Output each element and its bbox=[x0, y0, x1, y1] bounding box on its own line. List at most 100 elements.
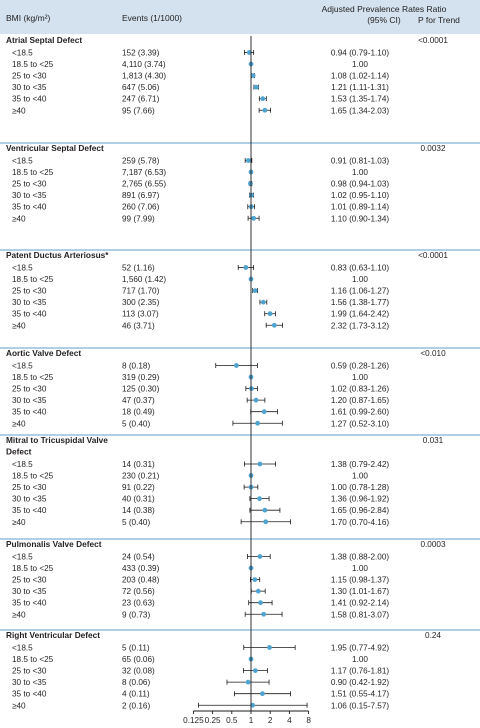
ratio-column-header-ci: (95% CI) bbox=[367, 15, 401, 25]
bmi-category-label: 30 to <35 bbox=[12, 495, 47, 504]
ratio-ci-label: 1.65 (1.34-2.03) bbox=[331, 106, 390, 115]
bmi-category-label: 35 to <40 bbox=[12, 310, 47, 319]
events-value: 260 (7.06) bbox=[122, 203, 160, 212]
ratio-point bbox=[255, 420, 261, 426]
ratio-point bbox=[252, 577, 258, 582]
events-value: 4 (0.11) bbox=[122, 690, 150, 699]
ratio-point bbox=[262, 507, 268, 513]
bmi-category-label: 35 to <40 bbox=[12, 408, 47, 417]
ratio-point bbox=[243, 265, 249, 270]
events-value: 5 (0.40) bbox=[122, 518, 150, 527]
ratio-ci-label: 1.65 (0.96-2.84) bbox=[331, 506, 390, 515]
bmi-category-label: 25 to <30 bbox=[12, 483, 47, 492]
ratio-point bbox=[271, 322, 277, 328]
bmi-category-label: <18.5 bbox=[12, 264, 33, 273]
ratio-point bbox=[257, 496, 262, 502]
events-value: 300 (2.35) bbox=[122, 298, 160, 307]
ratio-ci-label: 1.08 (1.02-1.14) bbox=[331, 72, 390, 81]
ratio-ci-label: 1.00 bbox=[352, 564, 368, 573]
ratio-ci-label: 0.59 (0.28-1.26) bbox=[331, 362, 390, 371]
events-value: 14 (0.38) bbox=[122, 506, 155, 515]
bmi-category-label: <18.5 bbox=[12, 553, 33, 562]
events-value: 319 (0.29) bbox=[122, 373, 160, 382]
section-title: Defect bbox=[6, 447, 32, 457]
bmi-category-label: 25 to <30 bbox=[12, 576, 47, 585]
p-trend-value: <0.010 bbox=[420, 349, 446, 358]
bmi-column-header: BMI (kg/m²) bbox=[6, 13, 51, 23]
ratio-point bbox=[253, 84, 259, 90]
p-trend-value: 0.0032 bbox=[420, 144, 445, 153]
events-value: 5 (0.11) bbox=[122, 644, 150, 653]
p-trend-value: 0.0003 bbox=[420, 540, 445, 549]
ratio-ci-label: 1.06 (0.15-7.57) bbox=[331, 701, 390, 710]
ratio-ci-label: 1.17 (0.76-1.81) bbox=[331, 667, 390, 676]
bmi-category-label: 30 to <35 bbox=[12, 298, 47, 307]
ratio-point bbox=[261, 409, 267, 415]
events-value: 125 (0.30) bbox=[122, 385, 160, 394]
section-title: Ventricular Septal Defect bbox=[6, 143, 104, 153]
bmi-category-label: <18.5 bbox=[12, 49, 33, 58]
ratio-ci-label: 1.27 (0.52-3.10) bbox=[331, 419, 390, 428]
bmi-category-label: 18.5 to <25 bbox=[12, 655, 54, 664]
ratio-ci-label: 1.56 (1.38-1.77) bbox=[331, 298, 390, 307]
bmi-category-label: 25 to <30 bbox=[12, 287, 47, 296]
events-value: 47 (0.37) bbox=[122, 396, 155, 405]
events-value: 52 (1.16) bbox=[122, 264, 155, 273]
p-trend-value: <0.0001 bbox=[418, 251, 448, 260]
ratio-ci-label: 1.61 (0.99-2.60) bbox=[331, 408, 390, 417]
ratio-ci-label: 1.00 bbox=[352, 472, 368, 481]
ratio-ci-label: 1.36 (0.96-1.92) bbox=[331, 495, 390, 504]
ratio-ci-label: 1.10 (0.90-1.34) bbox=[331, 214, 390, 223]
ratio-ci-label: 1.00 bbox=[352, 373, 368, 382]
events-value: 113 (3.07) bbox=[122, 310, 159, 319]
bmi-category-label: 30 to <35 bbox=[12, 678, 47, 687]
ratio-point bbox=[260, 96, 266, 102]
events-value: 259 (5.78) bbox=[122, 157, 160, 166]
section-title: Atrial Septal Defect bbox=[6, 35, 82, 45]
section-title: Right Ventricular Defect bbox=[6, 630, 100, 640]
ratio-ci-label: 1.16 (1.06-1.27) bbox=[331, 287, 390, 296]
ratio-ci-label: 1.51 (0.55-4.17) bbox=[331, 690, 390, 699]
ratio-ci-label: 2.32 (1.73-3.12) bbox=[331, 321, 390, 330]
events-value: 230 (0.21) bbox=[122, 472, 160, 481]
section-title: Aortic Valve Defect bbox=[6, 348, 81, 358]
ratio-point bbox=[249, 192, 254, 198]
bmi-category-label: ≥40 bbox=[12, 214, 26, 223]
events-value: 1,813 (4.30) bbox=[122, 72, 166, 81]
events-value: 24 (0.54) bbox=[122, 553, 155, 562]
events-value: 32 (0.08) bbox=[122, 667, 155, 676]
events-value: 247 (6.71) bbox=[122, 95, 160, 104]
bmi-category-label: ≥40 bbox=[12, 419, 26, 428]
ratio-ci-label: 1.00 bbox=[352, 60, 368, 69]
events-value: 91 (0.22) bbox=[122, 483, 155, 492]
ratio-point bbox=[250, 73, 256, 78]
ratio-point bbox=[252, 288, 258, 293]
events-value: 152 (3.39) bbox=[122, 49, 160, 58]
bmi-category-label: 18.5 to <25 bbox=[12, 373, 54, 382]
ratio-ci-label: 0.94 (0.79-1.10) bbox=[331, 49, 390, 58]
ratio-ci-label: 1.00 (0.78-1.28) bbox=[331, 483, 390, 492]
events-value: 647 (5.06) bbox=[122, 83, 160, 92]
bmi-category-label: 35 to <40 bbox=[12, 599, 47, 608]
ratio-ci-label: 1.58 (0.81-3.07) bbox=[331, 610, 390, 619]
x-tick-label: 2 bbox=[268, 716, 273, 725]
ratio-point bbox=[257, 554, 263, 559]
ratio-ci-label: 1.99 (1.64-2.42) bbox=[331, 310, 390, 319]
events-value: 4,110 (3.74) bbox=[122, 60, 166, 69]
ratio-point bbox=[258, 600, 263, 606]
ratio-ci-label: 0.83 (0.63-1.10) bbox=[331, 264, 390, 273]
bmi-category-label: 30 to <35 bbox=[12, 587, 47, 596]
ratio-ci-label: 0.98 (0.94-1.03) bbox=[331, 180, 390, 189]
events-value: 8 (0.18) bbox=[122, 362, 150, 371]
section-title: Mitral to Tricuspidal Valve bbox=[6, 435, 108, 445]
table-header: BMI (kg/m²) Events (1/1000) Adjusted Pre… bbox=[0, 0, 480, 34]
events-value: 7,187 (6.53) bbox=[122, 168, 166, 177]
ratio-ci-label: 1.30 (1.01-1.67) bbox=[331, 587, 390, 596]
events-value: 18 (0.49) bbox=[122, 408, 155, 417]
ratio-point bbox=[248, 181, 253, 187]
trend-column-header: P for Trend bbox=[418, 15, 460, 25]
x-tick-label: 8 bbox=[306, 716, 311, 725]
ratio-column-header: Adjusted Prevalence Rates Ratio bbox=[321, 4, 447, 14]
ratio-point bbox=[255, 588, 261, 594]
